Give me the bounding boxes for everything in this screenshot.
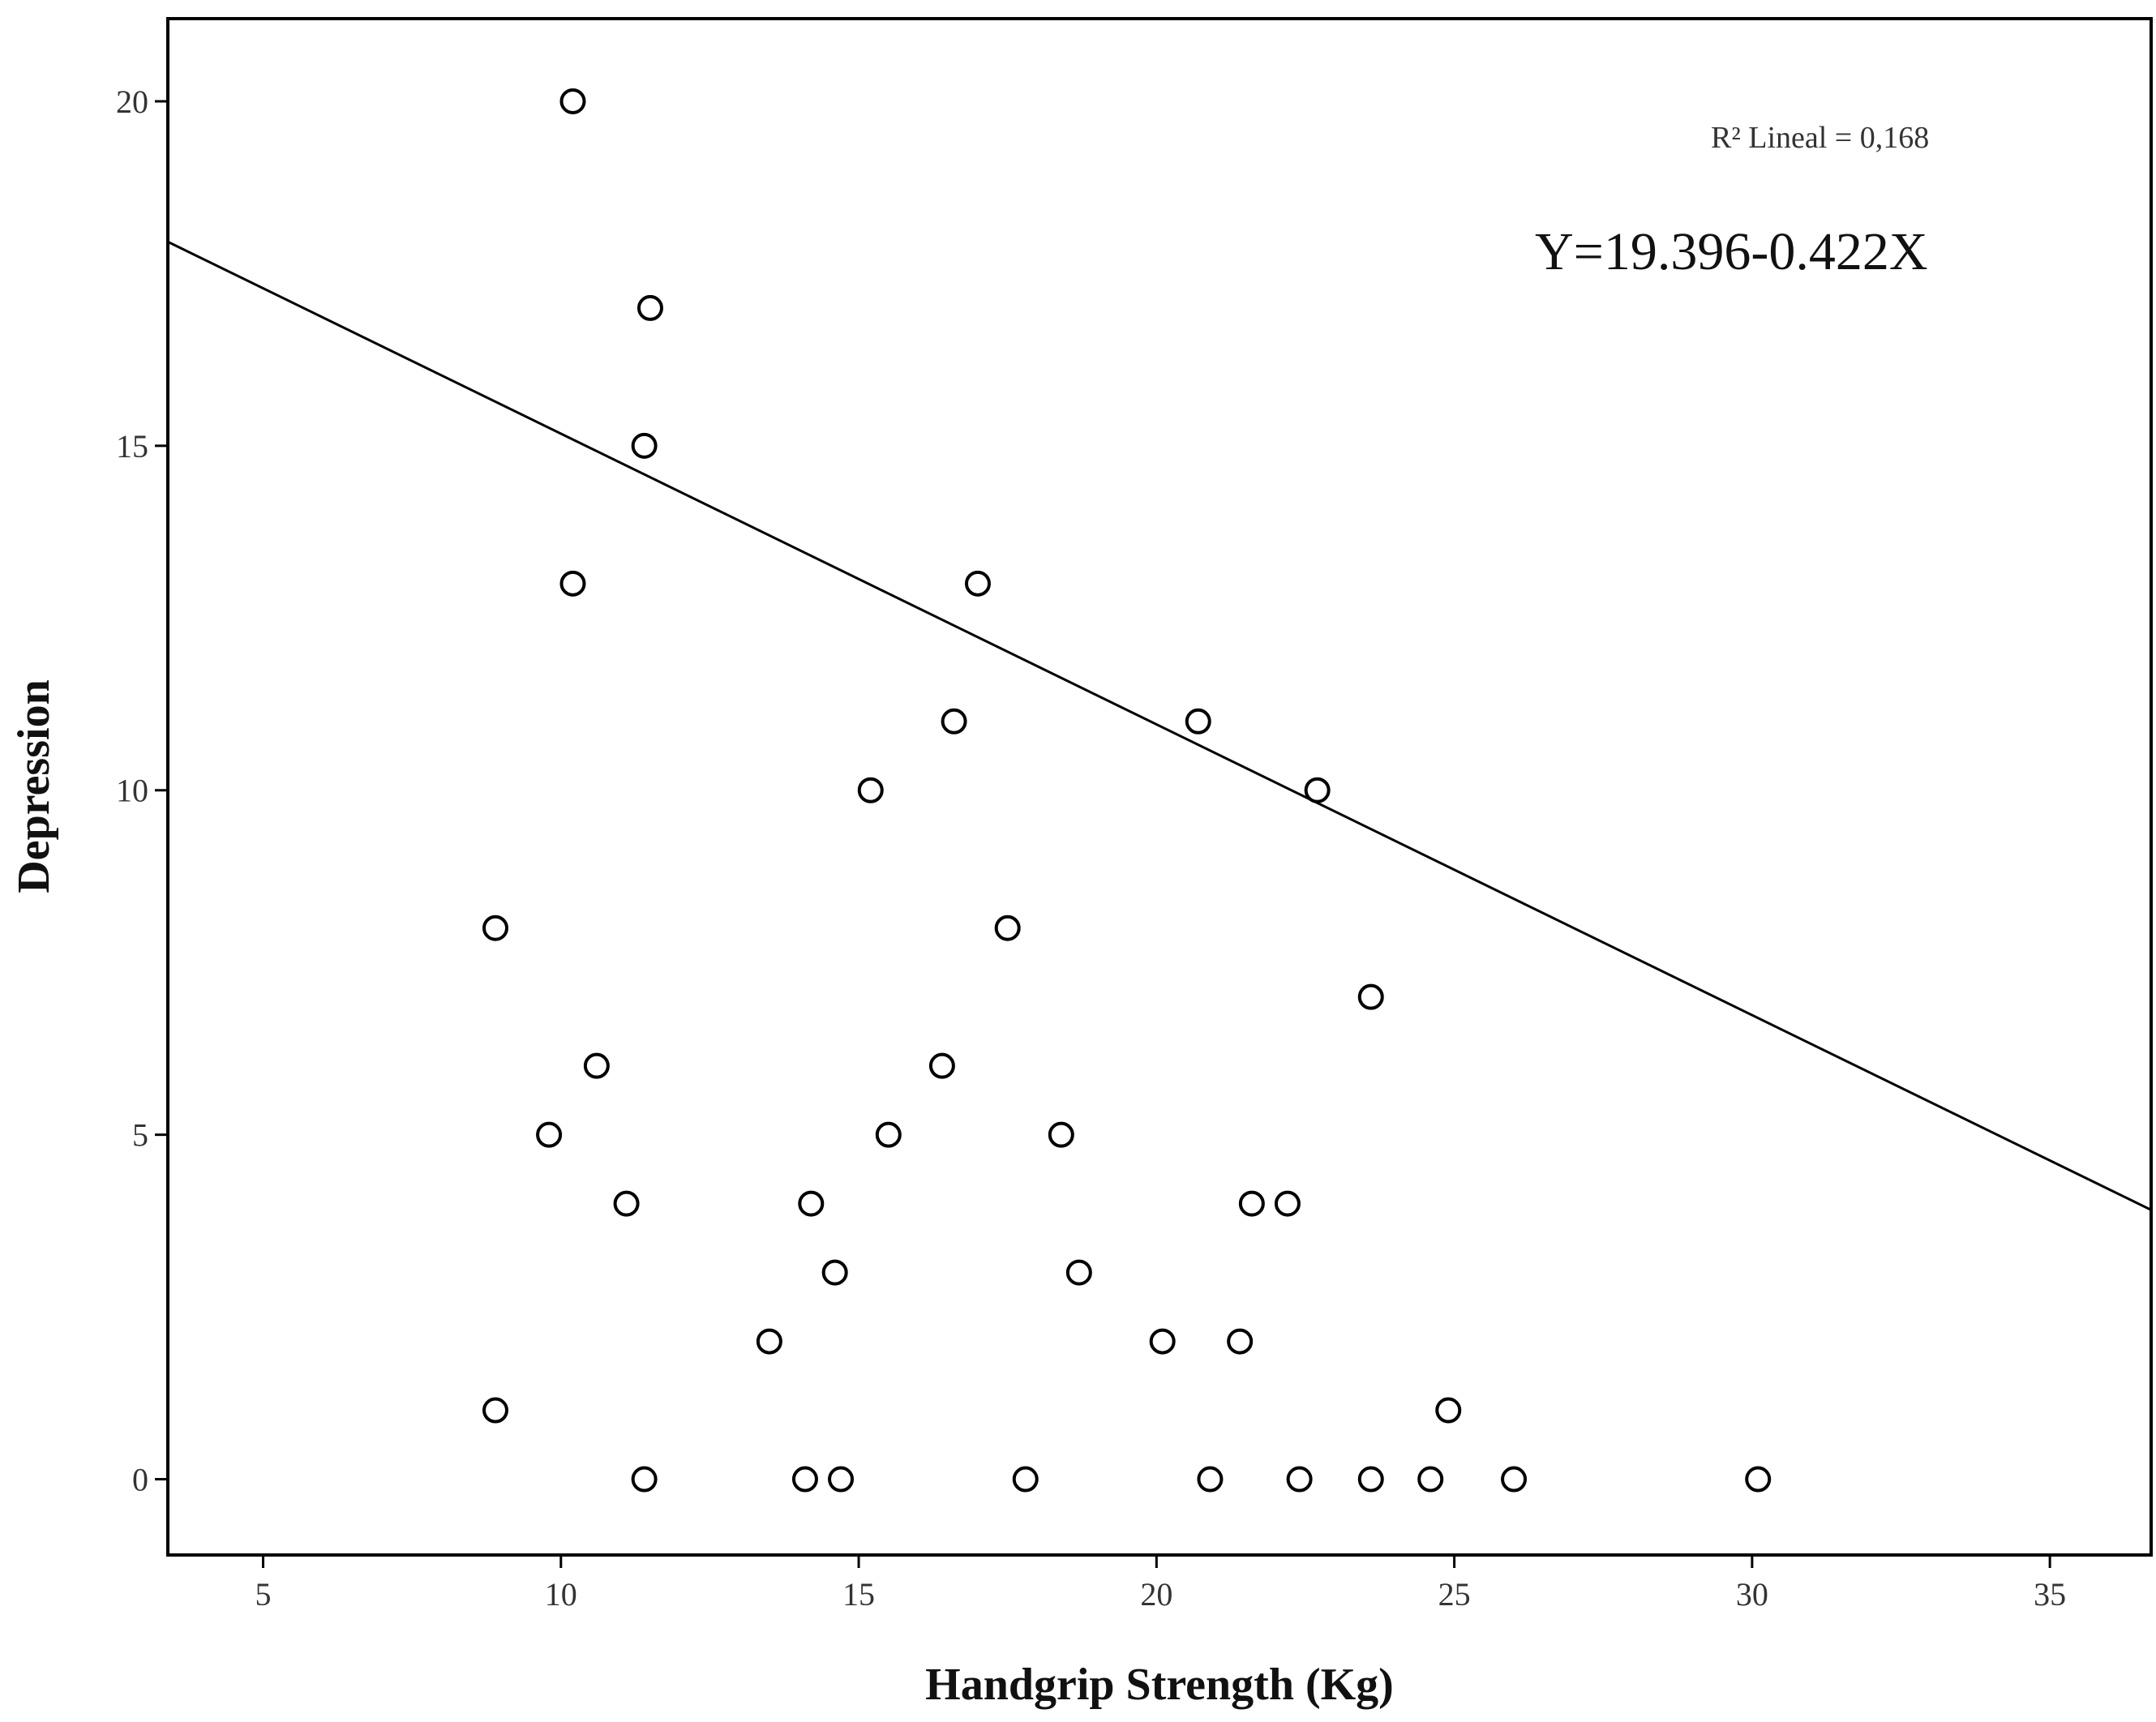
x-axis-title: Handgrip Strength (Kg) — [925, 1660, 1394, 1710]
data-point — [1286, 1466, 1313, 1493]
data-point — [1012, 1466, 1039, 1493]
data-point — [994, 915, 1021, 941]
data-point — [941, 708, 967, 735]
data-point — [1197, 1466, 1224, 1493]
data-point — [875, 1121, 902, 1148]
data-point — [631, 432, 658, 459]
data-point — [1501, 1466, 1528, 1493]
data-point — [791, 1466, 818, 1493]
data-point — [1227, 1328, 1254, 1355]
r2-annotation: R² Lineal = 0,168 — [1711, 121, 1929, 155]
x-tick-label: 20 — [1140, 1576, 1172, 1613]
x-axis: 5 10 15 20 25 30 35 — [255, 1555, 2066, 1613]
plot-frame — [166, 17, 2153, 1557]
data-point — [1357, 1466, 1384, 1493]
plot-area — [167, 88, 2152, 1493]
x-tick-label: 15 — [842, 1576, 875, 1613]
x-tick-label: 25 — [1438, 1576, 1471, 1613]
data-point — [1185, 708, 1211, 735]
y-tick-label: 10 — [116, 773, 148, 809]
x-tick-label: 30 — [1736, 1576, 1768, 1613]
data-point — [828, 1466, 855, 1493]
y-axis: 0 5 10 15 20 — [116, 84, 168, 1498]
y-tick-label: 15 — [116, 428, 148, 465]
data-point — [613, 1190, 640, 1217]
data-point — [1274, 1190, 1301, 1217]
data-point — [637, 294, 663, 321]
data-point — [798, 1190, 825, 1217]
data-point — [536, 1121, 563, 1148]
y-axis-title: Depression — [9, 679, 59, 893]
regression-line — [167, 240, 2152, 1211]
data-point — [482, 915, 508, 941]
data-point — [631, 1466, 658, 1493]
data-point — [928, 1052, 955, 1079]
data-point — [1357, 983, 1384, 1010]
data-point — [964, 570, 991, 597]
data-point — [1048, 1121, 1074, 1148]
data-point — [559, 570, 586, 597]
data-point — [1304, 777, 1331, 803]
y-tick-label: 20 — [116, 84, 148, 120]
data-point — [1149, 1328, 1176, 1355]
data-point — [1745, 1466, 1772, 1493]
data-point — [821, 1259, 848, 1286]
data-point — [1065, 1259, 1092, 1286]
x-tick-label: 10 — [545, 1576, 577, 1613]
data-point — [559, 88, 586, 114]
data-point — [482, 1397, 508, 1424]
y-tick-label: 5 — [132, 1117, 148, 1154]
data-point — [1435, 1397, 1462, 1424]
data-point — [756, 1328, 782, 1355]
data-point — [1417, 1466, 1444, 1493]
y-tick-label: 0 — [132, 1462, 148, 1498]
data-point — [857, 777, 884, 803]
regression-equation: Y=19.396-0.422X — [1535, 222, 1928, 281]
data-point — [1238, 1190, 1265, 1217]
x-tick-label: 35 — [2034, 1576, 2066, 1613]
x-tick-label: 5 — [255, 1576, 272, 1613]
data-point — [583, 1052, 610, 1079]
